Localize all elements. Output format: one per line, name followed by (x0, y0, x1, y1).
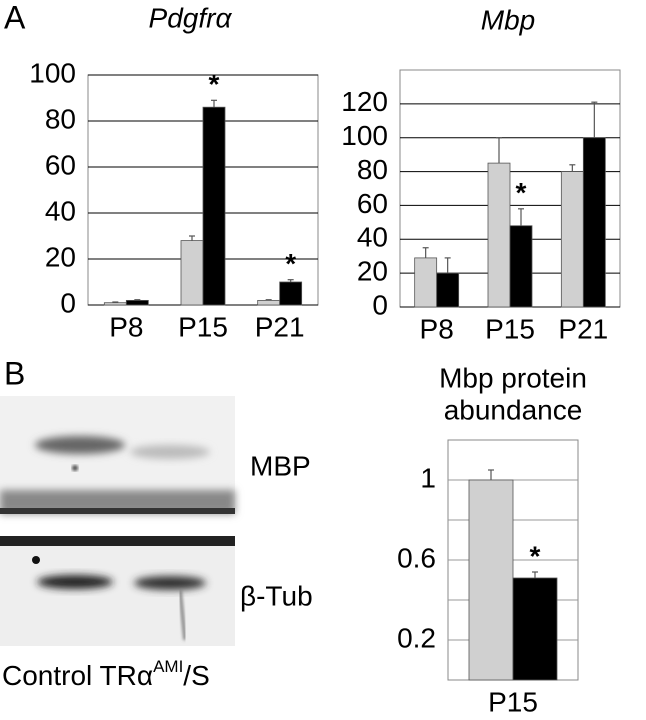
bar (487, 162, 511, 308)
bar (125, 299, 149, 306)
significance-mark: * (209, 69, 220, 100)
blot-mbp (0, 396, 235, 514)
x-tick-label: P15 (178, 311, 228, 342)
x-tick-label: P15 (485, 313, 535, 344)
y-tick-label: 40 (357, 222, 388, 253)
bar (202, 106, 226, 306)
bar (560, 171, 584, 308)
bar (468, 479, 514, 681)
y-tick-label: 100 (29, 57, 76, 88)
significance-mark: * (285, 248, 296, 279)
bar (414, 257, 438, 308)
y-tick-label: 60 (45, 149, 76, 180)
bar (180, 240, 204, 306)
lane-labels: Control TRαAMI/S (2, 657, 210, 691)
bar (257, 299, 281, 306)
chart-title: Pdgfrα (149, 2, 233, 33)
panel-label: B (4, 355, 25, 391)
x-tick-label: P8 (420, 313, 454, 344)
y-tick-label: 100 (341, 120, 388, 151)
lane-control: Control (2, 660, 92, 691)
y-tick-label: 1 (420, 462, 436, 493)
y-tick-label: 0 (372, 289, 388, 320)
y-tick-label: 80 (45, 103, 76, 134)
y-tick-label: 120 (341, 86, 388, 117)
blot-band-label: MBP (250, 450, 311, 481)
significance-mark: * (530, 540, 541, 571)
lane-superscript: AMI (153, 657, 183, 676)
y-tick-label: 20 (357, 256, 388, 287)
y-tick-label: 80 (357, 154, 388, 185)
bar (103, 302, 127, 306)
chart-title: Mbp protein (439, 362, 587, 393)
lane-suffix: /S (183, 660, 209, 691)
x-tick-label: P15 (488, 686, 538, 717)
chart-title: abundance (444, 394, 583, 425)
blot-tub (0, 536, 235, 646)
bar (436, 272, 460, 308)
y-tick-label: 60 (357, 188, 388, 219)
bar (509, 225, 533, 308)
blot-band-label: β-Tub (240, 580, 313, 611)
x-tick-label: P21 (558, 313, 608, 344)
panel-label: A (4, 0, 26, 35)
x-tick-label: P21 (255, 311, 305, 342)
bar (512, 577, 558, 681)
y-tick-label: 40 (45, 195, 76, 226)
y-tick-label: 0.6 (397, 542, 436, 573)
x-tick-label: P8 (109, 311, 143, 342)
bar (279, 281, 303, 306)
bar (582, 137, 606, 308)
chart-title: Mbp (481, 4, 535, 35)
lane-mutant: TRα (100, 660, 154, 691)
y-tick-label: 20 (45, 241, 76, 272)
y-tick-label: 0.2 (397, 622, 436, 653)
significance-mark: * (516, 177, 527, 208)
y-tick-label: 0 (60, 287, 76, 318)
